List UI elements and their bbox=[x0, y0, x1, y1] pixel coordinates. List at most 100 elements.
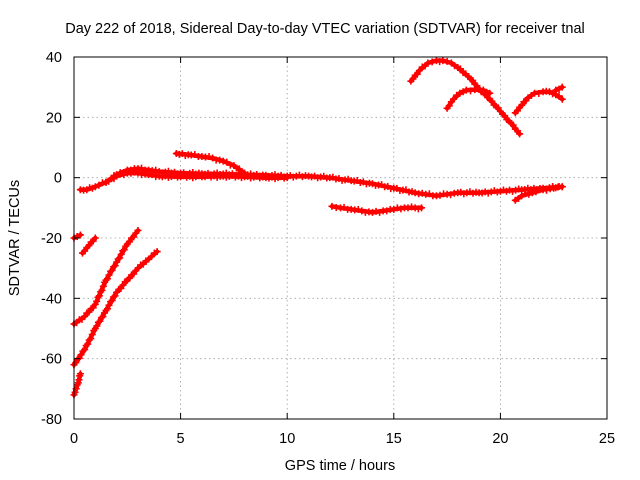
point-arc-0-to-3-3-6 bbox=[111, 262, 119, 270]
point-arc-main-20-2 bbox=[418, 189, 426, 197]
point-arc-12-to-16-4-2 bbox=[376, 208, 384, 216]
point-arc-0-to-3-4-5 bbox=[120, 246, 128, 254]
point-arc-15-to-21-3 bbox=[432, 57, 440, 65]
point-arc-17-to-19-2-1 bbox=[459, 88, 467, 96]
point-arc-0-to-3-9-3-5 bbox=[110, 293, 118, 301]
point-arc-12-to-16-0 bbox=[328, 202, 336, 210]
point-arc-lower-band-4-1 bbox=[148, 171, 156, 179]
point-arc-main-20 bbox=[411, 189, 419, 197]
point-arc-12-to-16-4-1 bbox=[372, 207, 380, 215]
point-arc-0-to-3-9-3-1 bbox=[104, 305, 112, 313]
y-tick-label-40: 40 bbox=[46, 50, 62, 66]
point-arc-main-2 bbox=[91, 183, 99, 191]
point-arc-20-to-23-6-1 bbox=[555, 92, 563, 100]
point-arc-15-to-21-2-1 bbox=[428, 58, 436, 66]
point-arc-5-to-8-3 bbox=[209, 154, 217, 162]
point-arc-12-to-16-6-1 bbox=[393, 204, 401, 212]
point-arc-0-to-3-2-5 bbox=[98, 286, 106, 294]
point-arc-0-to-3-9-2-1 bbox=[93, 322, 101, 330]
point-arc-15-to-21-7-2 bbox=[469, 76, 477, 84]
series-arc-0-to-3 bbox=[70, 226, 142, 328]
point-arc-main-22-1 bbox=[436, 191, 444, 199]
point-arc-0-to-3-9-2-3 bbox=[96, 317, 104, 325]
point-arc-15-to-21-9-1 bbox=[488, 97, 496, 105]
point-arc-main-6-1 bbox=[138, 164, 146, 172]
point-arc-12-to-16-9 bbox=[418, 204, 426, 212]
point-arc-15-to-21-1 bbox=[415, 67, 423, 75]
point-arc-main-21-1 bbox=[425, 190, 433, 198]
x-tick-label-15: 15 bbox=[386, 431, 402, 447]
x-tick-label-25: 25 bbox=[599, 431, 615, 447]
point-arc-0-to-3-4-2 bbox=[116, 254, 124, 262]
point-arc-12-to-16-3 bbox=[358, 207, 366, 215]
point-arc-17-to-19-5-1 bbox=[483, 88, 491, 96]
point-arc-0-to-3-4-1 bbox=[114, 255, 122, 263]
point-arc-17-to-19-6 bbox=[486, 89, 494, 97]
point-arc-lower-band-3 bbox=[134, 169, 142, 177]
point-arc-0-to-3-9-3-6 bbox=[111, 292, 119, 300]
point-arc-5-to-8-3-2 bbox=[216, 156, 224, 164]
x-axis-ticks: 0 5 10 15 20 25 bbox=[70, 57, 615, 447]
data-points bbox=[70, 57, 566, 399]
point-arc-0-to-3-9-1-3 bbox=[85, 336, 93, 344]
point-arc-20-to-23-0-1 bbox=[513, 107, 521, 115]
point-arc-0-to-3-3-2 bbox=[105, 271, 113, 279]
point-arc-0-to-3-9-1 bbox=[81, 346, 89, 354]
point-arc-0-to-3-9-3-4 bbox=[108, 297, 116, 305]
point-arc-15-to-21-12 bbox=[516, 130, 524, 138]
point-arc-20-to-23-3-1 bbox=[535, 89, 543, 97]
point-arc-20-8-to-22-9-3-1 bbox=[543, 186, 551, 194]
point-arc-12-to-16-4 bbox=[368, 208, 376, 216]
point-arc-0-1-2 bbox=[76, 231, 84, 239]
point-arc-0-to-3-9-0-3 bbox=[75, 354, 83, 362]
point-arc-12-to-16-8-1 bbox=[414, 205, 422, 213]
point-arc-17-to-19-1 bbox=[449, 95, 457, 103]
y-tick-label-20: 20 bbox=[46, 110, 62, 126]
point-arc-20-8-to-22-9-1 bbox=[518, 192, 526, 200]
point-arc-0-to-3-3-3 bbox=[107, 267, 115, 275]
point-arc-0-to-3-9-3-2 bbox=[105, 301, 113, 309]
series-arc-0-4-to-1 bbox=[79, 234, 99, 257]
x-axis-label: GPS time / hours bbox=[285, 458, 395, 474]
point-arc-0-4-to-1-1 bbox=[85, 242, 93, 250]
point-arc-main-2-1 bbox=[95, 181, 103, 189]
point-arc-15-to-21-11-1 bbox=[509, 121, 517, 129]
point-arc-0-to-3-4-4 bbox=[119, 247, 127, 255]
y-axis-ticks: -80 -60 -40 -20 0 20 40 bbox=[41, 50, 607, 428]
point-arc-15-to-21-3-1 bbox=[436, 58, 444, 66]
point-arc-17-to-19-3-1 bbox=[467, 87, 475, 95]
point-arc-0-to-3-9-2-5 bbox=[99, 313, 107, 321]
y-tick-label--80: -80 bbox=[41, 412, 62, 428]
point-arc-0-to-3-9-7-1 bbox=[147, 253, 155, 261]
point-arc-0-4-to-1-2 bbox=[91, 234, 99, 242]
point-arc-5-to-8-1-1 bbox=[191, 151, 199, 159]
point-arc-0-start-0-1 bbox=[71, 388, 79, 396]
point-arc-0-to-3-5-3 bbox=[130, 233, 138, 241]
point-arc-20-8-to-22-9-1-2 bbox=[525, 190, 533, 198]
point-arc-lower-band-2-2 bbox=[130, 168, 138, 176]
series-arc-12-to-16 bbox=[328, 202, 426, 216]
point-arc-15-to-21-2 bbox=[424, 59, 432, 67]
point-arc-lower-band-1 bbox=[113, 172, 121, 180]
point-arc-20-8-to-22-9-2 bbox=[528, 189, 536, 197]
point-arc-17-to-19-4-1 bbox=[475, 85, 483, 93]
point-arc-0-to-3-9-2-4 bbox=[97, 314, 105, 322]
point-arc-0-4-to-1-0-1 bbox=[81, 247, 89, 255]
point-arc-12-to-16-2-2 bbox=[354, 205, 362, 213]
point-arc-12-to-16-6-2 bbox=[397, 205, 405, 213]
y-tick-label--20: -20 bbox=[41, 231, 62, 247]
point-arc-0-1-1 bbox=[73, 232, 81, 240]
point-arc-0-to-3-2-4 bbox=[97, 288, 105, 296]
point-arc-0-to-3-2-1 bbox=[93, 297, 101, 305]
x-tick-label-10: 10 bbox=[279, 431, 295, 447]
point-arc-22-8-0 bbox=[552, 86, 560, 94]
point-arc-0-to-3-9-0-4 bbox=[77, 351, 85, 359]
point-arc-15-to-21-0-1 bbox=[409, 75, 417, 83]
point-arc-15-to-21-0-3 bbox=[413, 70, 421, 78]
point-arc-0-to-3-9-3-3 bbox=[107, 298, 115, 306]
grid-lines bbox=[74, 57, 607, 419]
point-arc-12-to-16-7-1 bbox=[404, 204, 412, 212]
point-arc-0-to-3-9-1-1 bbox=[82, 342, 90, 350]
point-arc-0-to-3-9-0-1 bbox=[72, 359, 80, 367]
